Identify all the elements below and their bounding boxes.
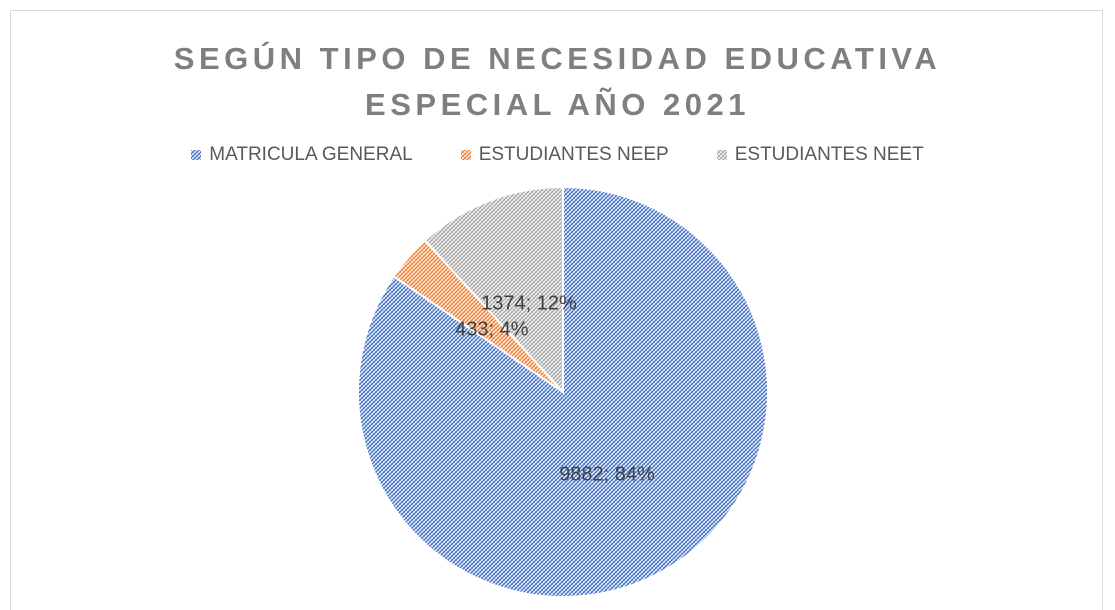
legend-swatch xyxy=(191,150,202,160)
legend-item: ESTUDIANTES NEEP xyxy=(460,144,669,166)
chart-title: SEGÚN TIPO DE NECESIDAD EDUCATIVA ESPECI… xyxy=(173,41,942,122)
data-label: 9882; 84% xyxy=(559,464,655,486)
legend-label: ESTUDIANTES NEEP xyxy=(478,144,669,165)
legend-swatch xyxy=(460,150,471,160)
legend-swatch xyxy=(716,150,727,160)
legend: MATRICULA GENERAL ESTUDIANTES NEEP ESTUDIA… xyxy=(0,144,1115,166)
data-label: 433; 4% xyxy=(455,318,529,340)
chart-frame xyxy=(10,10,1103,610)
pie-slice xyxy=(423,185,564,395)
legend-label: ESTUDIANTES NEET xyxy=(734,144,924,165)
title-wrap: SEGÚN TIPO DE NECESIDAD EDUCATIVA ESPECI… xyxy=(0,36,1115,128)
legend-label: MATRICULA GENERAL xyxy=(209,144,413,165)
legend-item: ESTUDIANTES NEET xyxy=(716,144,924,166)
data-label: 1374; 12% xyxy=(481,292,577,314)
legend-item: MATRICULA GENERAL xyxy=(191,144,413,166)
